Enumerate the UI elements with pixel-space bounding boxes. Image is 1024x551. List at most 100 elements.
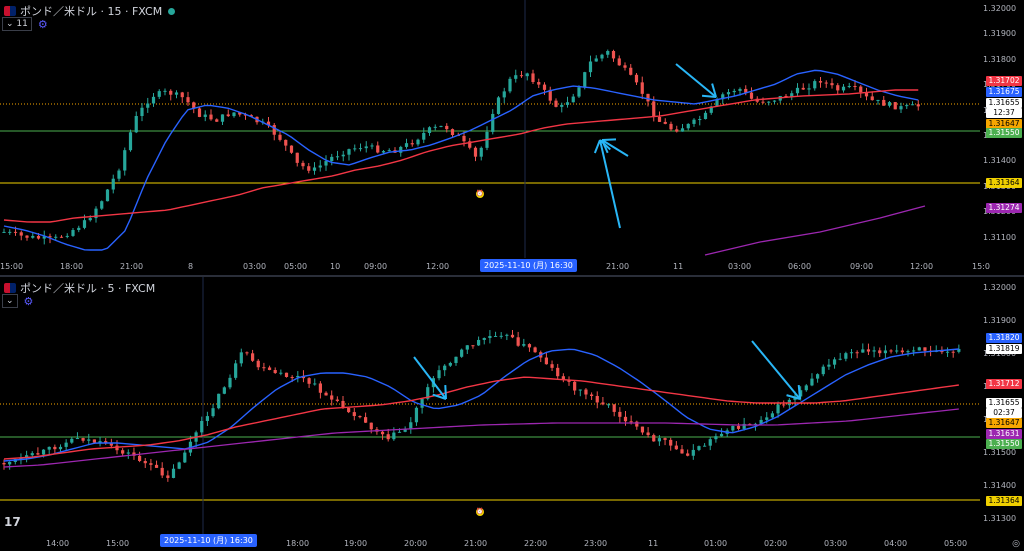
candle — [8, 231, 12, 233]
candle — [611, 51, 616, 59]
time-axis-label: 21:00 — [464, 539, 488, 548]
alert-clock-icon-5m[interactable]: ⏰ — [476, 508, 484, 516]
candle — [126, 452, 130, 454]
time-axis-label: 18:00 — [286, 539, 310, 548]
time-axis-label: 05:00 — [284, 262, 308, 271]
candle — [54, 236, 58, 238]
annotation-arrow-head — [444, 384, 447, 400]
candle — [686, 453, 690, 456]
time-axis-label: 14:00 — [46, 539, 70, 548]
candle — [358, 416, 362, 418]
indicator-toggle[interactable]: ⌄ 11 — [2, 17, 32, 31]
gbpusd-flag-icon — [4, 283, 16, 293]
candle — [209, 114, 213, 120]
candle — [910, 104, 915, 106]
candle — [721, 94, 725, 100]
candle — [872, 350, 876, 352]
candle — [353, 148, 357, 150]
candle — [239, 352, 243, 364]
annotation-arrow — [413, 356, 447, 400]
symbol-legend-5m[interactable]: ポンド／米ドル · 5 · FXCM — [4, 280, 155, 296]
candle — [465, 345, 469, 350]
candle — [256, 360, 260, 368]
candle — [583, 72, 587, 88]
candle — [87, 439, 91, 441]
candlestick-chart-15m[interactable] — [0, 0, 1024, 275]
annotation-arrow-head — [432, 393, 447, 400]
candle — [900, 350, 904, 353]
candle — [827, 364, 831, 367]
candle — [399, 146, 403, 153]
candle — [186, 97, 190, 103]
candle — [680, 128, 685, 132]
time-axis-label: 15:00 — [106, 539, 130, 548]
candle — [916, 104, 920, 107]
candle — [525, 73, 529, 77]
candle — [784, 95, 788, 97]
candle — [537, 82, 541, 85]
indicator-settings-icon[interactable]: ⚙ — [37, 17, 48, 31]
candle — [652, 435, 656, 442]
candle — [335, 156, 340, 158]
alert-clock-icon[interactable]: ⏰ — [476, 190, 484, 198]
candle — [70, 438, 74, 443]
candle — [832, 359, 837, 365]
candle — [347, 408, 351, 413]
annotation-arrow-head — [601, 138, 617, 141]
market-open-icon — [168, 7, 176, 15]
chart-settings-icon[interactable]: ◎ — [1012, 539, 1020, 549]
candle — [105, 189, 110, 202]
annotation-arrow — [601, 139, 629, 157]
indicator-toggle[interactable]: ⌄ — [2, 294, 18, 308]
candle — [652, 101, 656, 117]
candle — [493, 335, 498, 337]
candle — [222, 387, 226, 394]
candlestick-chart-5m[interactable] — [0, 277, 1024, 551]
candle — [640, 82, 644, 94]
time-axis-label: 18:00 — [60, 262, 84, 271]
indicator-settings-icon[interactable]: ⚙ — [23, 294, 34, 308]
candle — [556, 367, 560, 377]
candle — [635, 421, 639, 427]
candle — [234, 363, 238, 378]
pane-divider[interactable] — [0, 275, 1024, 277]
chart-pane-5m[interactable]: ポンド／米ドル · 5 · FXCM ⌄ ⚙ 1.32000 1.31900 1.3… — [0, 277, 1024, 551]
candle — [595, 395, 599, 403]
price-axis-label: 1.31400 — [983, 156, 1017, 166]
candle — [211, 408, 215, 417]
candle — [192, 102, 196, 109]
candle — [731, 425, 735, 431]
candle — [917, 347, 921, 351]
candle — [736, 425, 741, 429]
candle — [205, 416, 209, 421]
candle — [765, 417, 769, 420]
candle — [454, 356, 458, 363]
candle — [387, 150, 391, 152]
candle — [228, 377, 232, 388]
candle — [692, 119, 696, 124]
candle — [71, 230, 75, 236]
candle — [251, 353, 255, 361]
candle — [801, 87, 805, 90]
candle — [278, 134, 282, 140]
candle — [19, 232, 23, 236]
candle — [864, 92, 869, 97]
time-axis-label: 10 — [330, 262, 341, 271]
candle — [289, 145, 294, 153]
candle — [30, 453, 34, 456]
candle — [813, 81, 817, 89]
candle — [296, 375, 300, 378]
candle — [680, 449, 684, 454]
indicator-row-5m[interactable]: ⌄ ⚙ — [2, 294, 33, 308]
chart-pane-15m[interactable]: ポンド／米ドル · 15 · FXCM ⌄ 11 ⚙ 1.32000 1.3190… — [0, 0, 1024, 275]
candle — [370, 145, 374, 147]
symbol-legend[interactable]: ポンド／米ドル · 15 · FXCM — [4, 3, 176, 19]
candle — [217, 393, 221, 409]
candle — [180, 92, 184, 98]
annotation-arrow-head — [797, 384, 801, 400]
indicator-row[interactable]: ⌄ 11 ⚙ — [2, 17, 48, 31]
candle — [742, 423, 746, 429]
candle — [912, 350, 916, 352]
candle — [335, 399, 339, 401]
candle — [109, 443, 113, 446]
